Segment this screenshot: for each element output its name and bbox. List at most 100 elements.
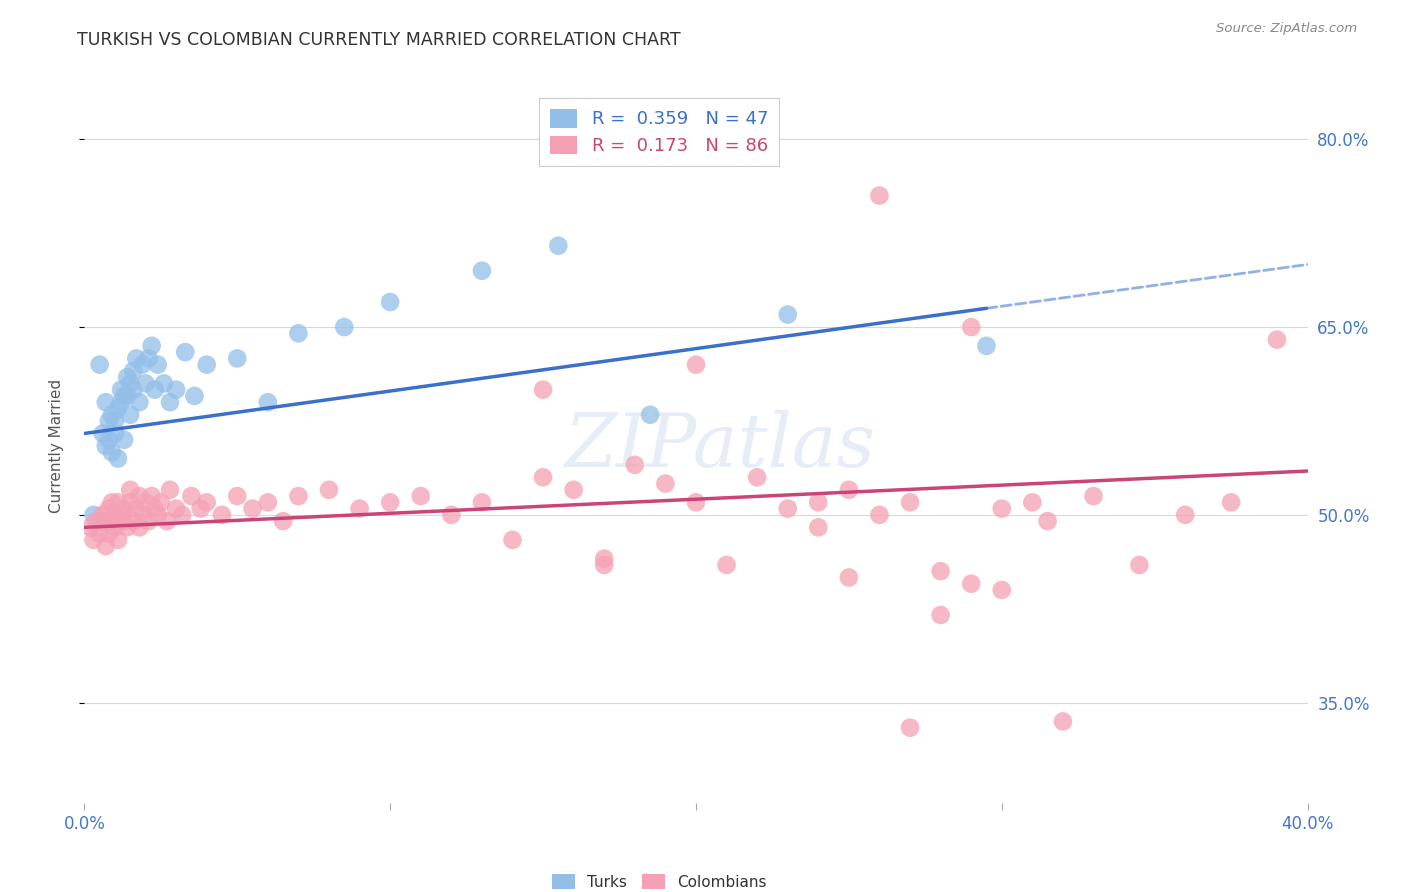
Point <box>1083 489 1105 503</box>
Point <box>183 389 205 403</box>
Point <box>141 489 163 503</box>
Point <box>128 520 150 534</box>
Point <box>226 489 249 503</box>
Point <box>502 533 524 547</box>
Point <box>110 383 132 397</box>
Point <box>83 508 105 522</box>
Point <box>440 508 463 522</box>
Point <box>180 489 202 503</box>
Point <box>1036 514 1059 528</box>
Text: ZIPatlas: ZIPatlas <box>565 409 876 483</box>
Point <box>138 351 160 366</box>
Point <box>471 495 494 509</box>
Point <box>128 395 150 409</box>
Text: TURKISH VS COLOMBIAN CURRENTLY MARRIED CORRELATION CHART: TURKISH VS COLOMBIAN CURRENTLY MARRIED C… <box>77 31 681 49</box>
Point <box>271 514 294 528</box>
Point <box>138 514 160 528</box>
Point <box>838 570 860 584</box>
Point <box>110 508 132 522</box>
Point <box>318 483 340 497</box>
Point <box>91 426 114 441</box>
Point <box>1052 714 1074 729</box>
Point <box>624 458 647 472</box>
Point <box>929 607 952 622</box>
Point <box>115 370 138 384</box>
Point <box>156 514 179 528</box>
Point <box>107 533 129 547</box>
Point <box>135 495 157 509</box>
Point <box>97 526 120 541</box>
Point <box>991 501 1014 516</box>
Point <box>562 483 585 497</box>
Point <box>991 582 1014 597</box>
Point <box>97 414 120 428</box>
Point <box>1265 333 1288 347</box>
Point <box>869 508 891 522</box>
Point <box>104 508 127 522</box>
Point <box>807 520 830 534</box>
Point <box>153 376 176 391</box>
Point <box>120 376 142 391</box>
Point <box>165 501 187 516</box>
Point <box>349 501 371 516</box>
Point <box>112 501 135 516</box>
Point <box>165 383 187 397</box>
Point <box>94 439 117 453</box>
Point <box>1128 558 1150 572</box>
Point <box>776 308 799 322</box>
Point <box>101 495 124 509</box>
Point <box>1220 495 1243 509</box>
Point <box>97 501 120 516</box>
Point <box>104 520 127 534</box>
Point <box>976 339 998 353</box>
Point <box>593 558 616 572</box>
Point <box>120 408 142 422</box>
Point <box>112 514 135 528</box>
Point <box>960 320 983 334</box>
Point <box>172 508 194 522</box>
Point <box>101 408 124 422</box>
Point <box>94 514 117 528</box>
Point <box>143 383 166 397</box>
Point <box>654 476 676 491</box>
Point <box>685 495 707 509</box>
Point <box>128 489 150 503</box>
Point <box>146 358 169 372</box>
Point <box>226 351 249 366</box>
Point <box>120 495 142 509</box>
Point <box>380 295 402 310</box>
Point <box>107 495 129 509</box>
Point <box>141 339 163 353</box>
Point <box>471 264 494 278</box>
Point <box>1021 495 1043 509</box>
Point <box>112 433 135 447</box>
Point <box>125 351 148 366</box>
Point <box>131 358 153 372</box>
Point <box>531 383 554 397</box>
Point <box>101 445 124 459</box>
Point <box>115 520 138 534</box>
Point <box>287 326 309 341</box>
Point <box>869 188 891 202</box>
Point <box>122 383 145 397</box>
Point <box>86 514 108 528</box>
Point <box>174 345 197 359</box>
Point <box>960 576 983 591</box>
Point <box>257 495 280 509</box>
Point <box>333 320 356 334</box>
Point <box>122 364 145 378</box>
Legend: Turks, Colombians: Turks, Colombians <box>546 868 773 892</box>
Point <box>149 495 172 509</box>
Point <box>131 508 153 522</box>
Point <box>107 401 129 416</box>
Point <box>104 414 127 428</box>
Point <box>380 495 402 509</box>
Point <box>685 358 707 372</box>
Point <box>143 501 166 516</box>
Point <box>190 501 212 516</box>
Point <box>838 483 860 497</box>
Point <box>97 433 120 447</box>
Point <box>91 508 114 522</box>
Point <box>159 483 181 497</box>
Point <box>110 395 132 409</box>
